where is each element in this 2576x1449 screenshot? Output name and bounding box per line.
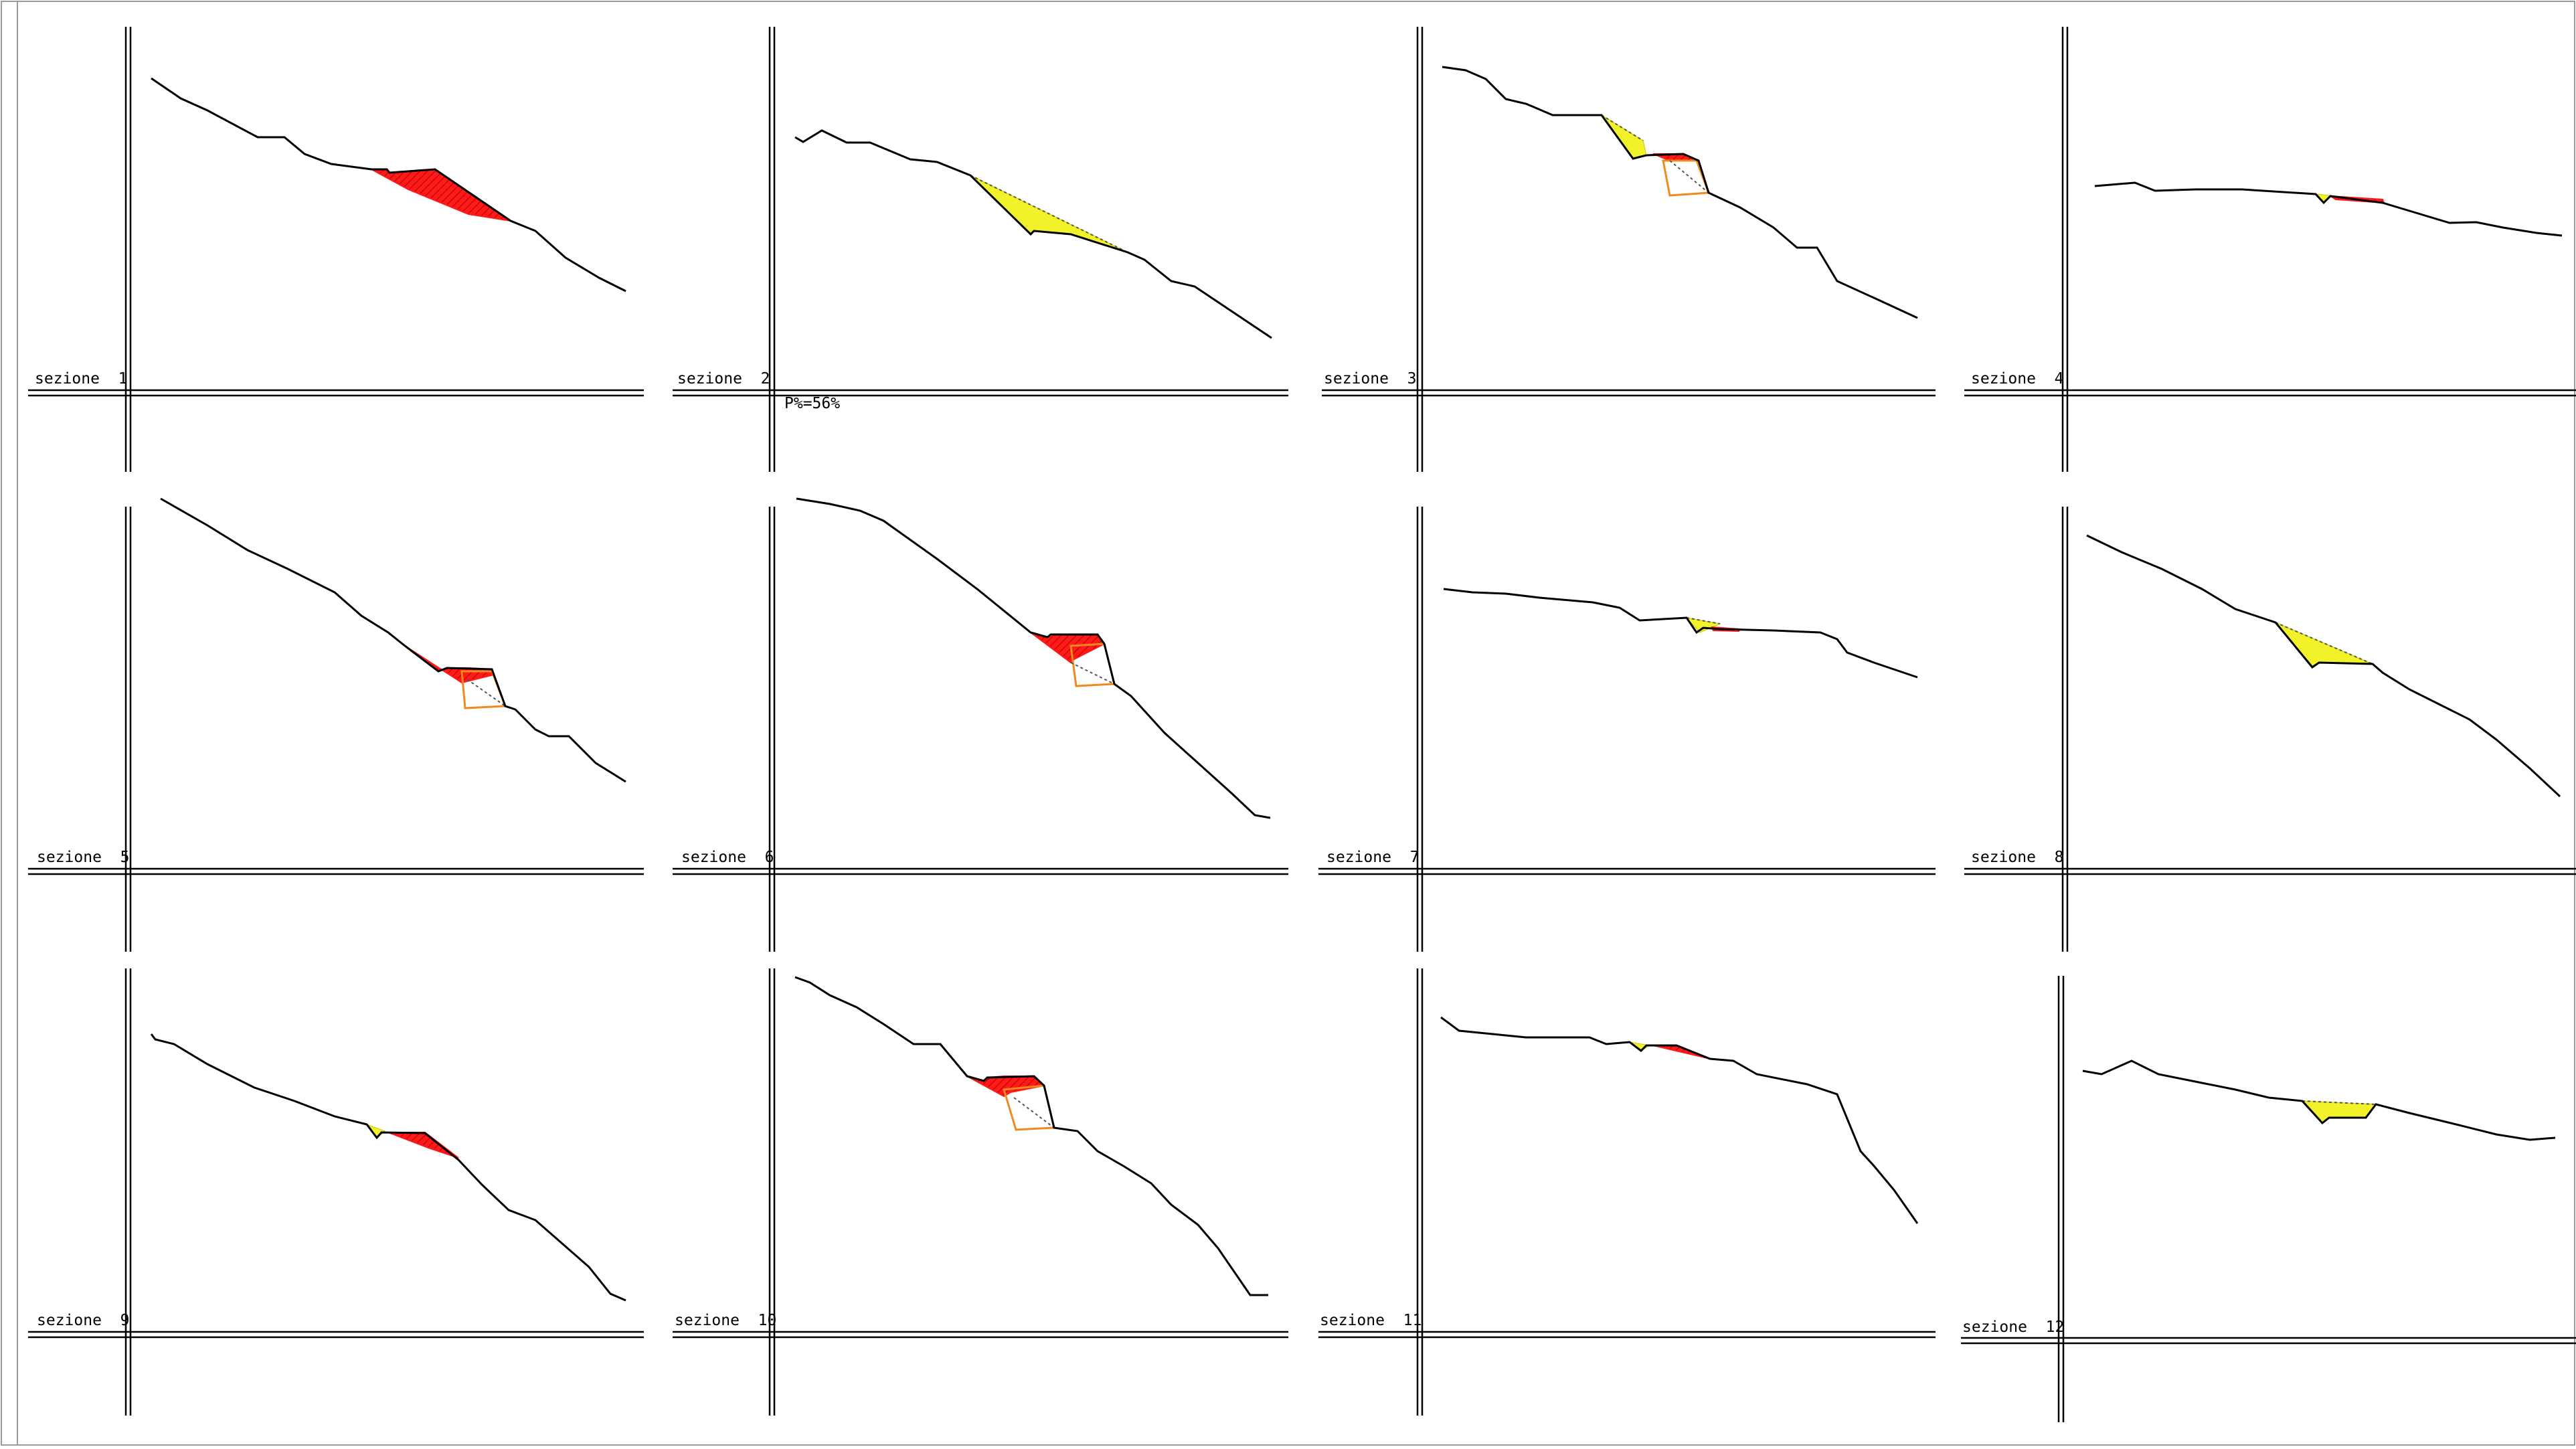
design-line bbox=[1686, 617, 1721, 624]
section-7: sezione 7 bbox=[1318, 507, 1936, 952]
section-9: sezione 9 bbox=[28, 968, 644, 1416]
section-2: sezione 2 P%=56% bbox=[673, 27, 1288, 472]
section-3: sezione 3 bbox=[1322, 27, 1936, 472]
cut-area bbox=[388, 1132, 459, 1159]
section-label: sezione 1 bbox=[35, 370, 127, 388]
design-line bbox=[1070, 662, 1115, 685]
cut-area bbox=[371, 168, 511, 222]
section-label: sezione 6 bbox=[681, 849, 774, 866]
section-label: sezione 10 bbox=[675, 1312, 776, 1329]
section-label: sezione 9 bbox=[37, 1312, 129, 1329]
design-line bbox=[2275, 622, 2373, 665]
fill-area bbox=[1601, 114, 1647, 159]
percent-note: P%=56% bbox=[784, 395, 840, 412]
design-line bbox=[466, 679, 506, 707]
retaining-wall bbox=[1662, 159, 1711, 197]
section-label: sezione 8 bbox=[1971, 849, 2063, 866]
section-6: sezione 6 bbox=[673, 497, 1288, 952]
section-10: sezione 10 bbox=[673, 968, 1288, 1416]
terrain-profile bbox=[151, 77, 626, 292]
section-8: sezione 8 bbox=[1964, 507, 2576, 952]
section-label: sezione 12 bbox=[1962, 1318, 2064, 1336]
section-11: sezione 11 bbox=[1318, 968, 1936, 1416]
terrain-profile bbox=[796, 497, 1271, 819]
terrain-profile bbox=[160, 497, 626, 783]
design-line bbox=[970, 175, 1128, 253]
cut-area bbox=[404, 645, 495, 684]
section-1: sezione 1 bbox=[28, 27, 644, 472]
section-5: sezione 5 bbox=[28, 497, 644, 952]
terrain-profile bbox=[794, 976, 1268, 1296]
terrain-profile bbox=[1442, 66, 1918, 319]
section-12: sezione 12 bbox=[1961, 976, 2576, 1422]
section-label: sezione 5 bbox=[37, 849, 129, 866]
section-label: sezione 4 bbox=[1971, 370, 2063, 388]
section-label: sezione 7 bbox=[1326, 849, 1419, 866]
section-label: sezione 11 bbox=[1320, 1312, 1422, 1329]
fill-area bbox=[2275, 622, 2373, 667]
terrain-profile bbox=[2086, 534, 2561, 798]
section-label: sezione 2 bbox=[677, 370, 770, 388]
terrain-profile bbox=[150, 1033, 626, 1302]
section-4: sezione 4 bbox=[1964, 27, 2576, 472]
section-label: sezione 3 bbox=[1324, 370, 1416, 388]
terrain-profile bbox=[794, 129, 1272, 339]
terrain-profile bbox=[2094, 181, 2563, 237]
terrain-profile bbox=[1443, 588, 1918, 679]
terrain-profile bbox=[2082, 1059, 2556, 1141]
design-line bbox=[2302, 1100, 2377, 1105]
cut-area bbox=[1030, 632, 1106, 664]
terrain-profile bbox=[1440, 1016, 1919, 1224]
